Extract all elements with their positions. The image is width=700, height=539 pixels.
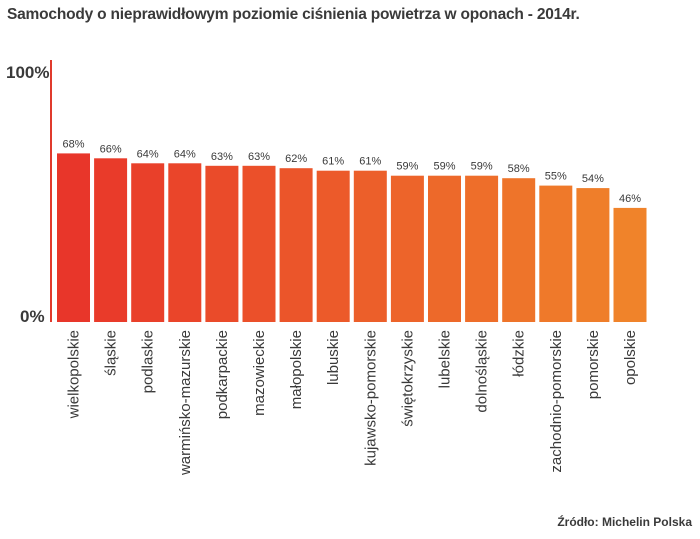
category-label-wielkopolskie: wielkopolskie <box>66 330 83 419</box>
category-label-kujawsko-pomorskie: kujawsko-pomorskie <box>362 330 379 466</box>
category-label-śląskie: śląskie <box>103 330 120 376</box>
category-label-opolskie: opolskie <box>622 330 639 385</box>
category-labels-group: wielkopolskie śląskie podlaskie warmińsko-m… <box>66 330 640 476</box>
bar-opolskie <box>613 207 647 322</box>
bar-pomorskie <box>576 188 610 322</box>
data-label-podlaskie: 64% <box>137 148 159 160</box>
category-label-lubelskie: lubelskie <box>437 330 454 388</box>
category-label-małopolskie: małopolskie <box>288 330 305 409</box>
category-label-zachodnio-pomorskie: zachodnio-pomorskie <box>548 330 565 473</box>
data-label-śląskie: 66% <box>100 143 122 155</box>
bar-mazowieckie <box>242 165 276 322</box>
bar-podkarpackie <box>205 165 239 322</box>
data-label-łódzkie: 58% <box>508 163 530 175</box>
chart-title: Samochody o nieprawidłowym poziomie ciśn… <box>7 6 580 23</box>
data-label-podkarpackie: 63% <box>211 151 233 163</box>
data-label-dolnośląskie: 59% <box>471 161 493 173</box>
bar-lubuskie <box>316 170 350 322</box>
category-label-pomorskie: pomorskie <box>585 330 602 399</box>
source-note: Źródło: Michelin Polska <box>557 515 692 529</box>
category-label-warmińsko-mazurskie: warmińsko-mazurskie <box>177 330 194 476</box>
category-label-świętokrzyskie: świętokrzyskie <box>399 330 416 427</box>
category-label-podlaskie: podlaskie <box>140 330 157 393</box>
bar-warmińsko-mazurskie <box>168 163 202 322</box>
bar-dolnośląskie <box>465 175 499 322</box>
data-labels-group: 68% 66% 64% 64% 63% 63% 62% 61% 61% 59% 59% 59% 58% 5… <box>62 138 641 205</box>
data-label-kujawsko-pomorskie: 61% <box>359 156 381 168</box>
data-label-pomorskie: 54% <box>582 173 604 185</box>
data-label-opolskie: 46% <box>619 193 641 205</box>
category-label-łódzkie: łódzkie <box>511 330 528 377</box>
y-tick-label-min: 0% <box>20 307 45 326</box>
data-label-świętokrzyskie: 59% <box>396 161 418 173</box>
data-label-lubelskie: 59% <box>433 161 455 173</box>
data-label-wielkopolskie: 68% <box>62 138 84 150</box>
data-label-warmińsko-mazurskie: 64% <box>174 148 196 160</box>
category-label-lubuskie: lubuskie <box>325 330 342 385</box>
bar-wielkopolskie <box>57 153 90 322</box>
bar-małopolskie <box>279 168 313 322</box>
data-label-mazowieckie: 63% <box>248 151 270 163</box>
bar-lubelskie <box>428 175 461 322</box>
category-label-dolnośląskie: dolnośląskie <box>474 330 491 413</box>
data-label-zachodnio-pomorskie: 55% <box>545 171 567 183</box>
bars-group <box>57 153 647 322</box>
bar-kujawsko-pomorskie <box>353 170 387 322</box>
category-label-podkarpackie: podkarpackie <box>214 330 231 419</box>
bar-świętokrzyskie <box>390 175 424 322</box>
category-label-mazowieckie: mazowieckie <box>251 330 268 416</box>
bar-łódzkie <box>502 178 536 322</box>
bar-podlaskie <box>131 163 165 322</box>
data-label-lubuskie: 61% <box>322 156 344 168</box>
y-tick-label-max: 100% <box>6 63 49 82</box>
bar-zachodnio-pomorskie <box>539 185 573 322</box>
bar-śląskie <box>94 158 128 322</box>
data-label-małopolskie: 62% <box>285 153 307 165</box>
